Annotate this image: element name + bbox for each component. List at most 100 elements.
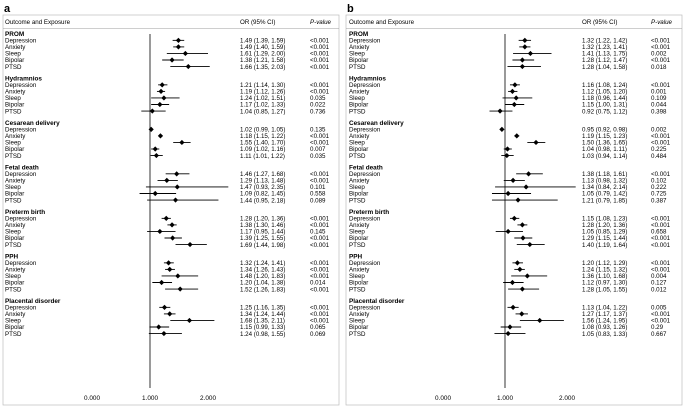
panel-frame [2,14,340,406]
row-pvalue: <0.001 [310,311,330,318]
row-or-ci: 0.92 (0.75, 1.12) [582,108,627,115]
or-point-marker [174,184,180,190]
row-or-ci: 1.46 (1.27, 1.68) [240,171,285,178]
row-pvalue: <0.001 [310,318,330,325]
row-label: Bipolar [349,57,368,64]
row-label: Depression [349,171,381,178]
row-or-ci: 1.15 (0.99, 1.33) [240,324,285,331]
or-point-marker [525,171,532,177]
row-pvalue: 0.065 [310,324,326,331]
group-heading: PPH [5,254,19,261]
or-point-marker [505,190,511,197]
or-point-marker [157,133,164,139]
row-label: Anxiety [5,267,26,274]
or-point-marker [510,177,516,183]
forest-row: Sleep 1.34 (0.84, 2.14) 0.222 [349,184,667,191]
row-or-ci: 0.95 (0.92, 0.98) [582,127,627,134]
row-label: Bipolar [5,324,24,331]
or-point-marker [519,311,525,317]
or-point-marker [512,82,518,88]
row-pvalue: 0.225 [651,146,667,153]
row-or-ci: 1.38 (1.18, 1.61) [582,171,627,178]
row-label: Sleep [5,318,21,325]
or-point-marker [514,260,520,266]
row-or-ci: 1.32 (1.23, 1.41) [582,44,627,51]
column-header-or: OR (95% CI) [240,19,275,26]
or-point-marker [163,215,169,221]
row-or-ci: 1.21 (1.14, 1.30) [240,82,285,89]
row-pvalue: <0.001 [651,242,671,249]
row-or-ci: 1.19 (1.12, 1.26) [240,89,285,96]
forest-row: Depression 1.49 (1.39, 1.59) <0.001 [5,38,330,45]
row-label: Depression [5,260,37,267]
forest-row: Anxiety 1.29 (1.13, 1.48) <0.001 [5,178,330,185]
row-label: PTSD [349,64,366,71]
row-or-ci: 1.56 (1.24, 1.95) [582,318,627,325]
group-heading: Preterm birth [349,209,389,216]
row-pvalue: <0.001 [310,140,330,147]
row-or-ci: 1.34 (1.26, 1.43) [240,267,285,274]
or-point-marker [169,222,175,228]
x-tick-label: 0.000 [435,395,451,402]
row-pvalue: 0.102 [651,178,667,185]
row-pvalue: 0.018 [651,64,667,71]
row-or-ci: 1.04 (0.98, 1.11) [582,146,627,153]
row-label: Depression [349,38,381,45]
forest-panel-b: b Outcome and Exposure OR (95% CI) P-value 0… [345,3,683,406]
forest-row: Sleep 1.55 (1.40, 1.70) <0.001 [5,140,330,147]
row-label: Depression [5,216,37,223]
row-pvalue: <0.001 [651,171,671,178]
forest-row: Sleep 1.17 (0.95, 1.44) 0.145 [5,229,326,236]
row-label: Sleep [349,273,365,280]
row-pvalue: 0.109 [651,95,667,102]
forest-row: PTSD 1.52 (1.26, 1.83) <0.001 [5,286,330,293]
group-heading: Fetal death [5,165,39,172]
or-point-marker [505,228,511,235]
row-or-ci: 1.32 (1.24, 1.41) [240,260,285,267]
row-label: Sleep [5,229,21,236]
row-pvalue: <0.001 [651,222,671,229]
row-pvalue: 0.387 [651,197,667,204]
forest-row: Anxiety 1.13 (0.98, 1.32) 0.102 [349,178,667,185]
or-point-marker [175,273,181,279]
row-label: PTSD [5,64,22,71]
forest-row: Anxiety 1.18 (1.15, 1.22) <0.001 [5,133,330,140]
row-or-ci: 1.13 (0.98, 1.32) [582,178,627,185]
forest-row: Anxiety 1.24 (1.15, 1.32) <0.001 [349,267,671,274]
forest-row: Bipolar 1.38 (1.21, 1.58) <0.001 [5,57,330,64]
forest-row: Depression 1.28 (1.20, 1.36) <0.001 [5,216,330,223]
group-heading: Hydramnios [349,76,386,83]
forest-row: Sleep 1.18 (0.96, 1.44) 0.109 [349,95,667,102]
row-pvalue: <0.001 [310,216,330,223]
row-label: Sleep [349,318,365,325]
row-label: PTSD [349,153,366,160]
row-or-ci: 1.55 (1.40, 1.70) [240,140,285,147]
row-or-ci: 1.12 (0.97, 1.30) [582,280,627,287]
forest-row: Depression 1.15 (1.08, 1.23) <0.001 [349,216,671,223]
group-heading: Hydramnios [5,76,42,83]
row-or-ci: 1.03 (0.94, 1.14) [582,153,627,160]
row-label: Anxiety [5,44,26,51]
row-pvalue: <0.001 [651,267,671,274]
row-or-ci: 1.34 (0.84, 2.14) [582,184,627,191]
or-point-marker [179,139,185,146]
row-pvalue: <0.001 [310,133,330,140]
row-or-ci: 1.61 (1.29, 2.00) [240,51,285,58]
row-or-ci: 1.15 (1.00, 1.31) [582,102,627,109]
row-pvalue: <0.001 [651,38,671,45]
or-point-marker [517,266,523,272]
or-point-marker [156,324,162,330]
row-label: PTSD [349,108,366,115]
row-or-ci: 1.18 (0.96, 1.44) [582,95,627,102]
row-or-ci: 1.29 (1.13, 1.48) [240,178,285,185]
row-label: Bipolar [349,191,368,198]
forest-row: Bipolar 1.39 (1.25, 1.55) <0.001 [5,235,330,242]
row-pvalue: 0.035 [310,95,326,102]
row-label: Depression [349,127,381,134]
or-point-marker [148,126,154,132]
or-point-marker [167,311,173,317]
or-point-marker [159,82,165,88]
row-or-ci: 1.38 (1.30, 1.46) [240,222,285,229]
row-pvalue: <0.001 [310,44,330,51]
